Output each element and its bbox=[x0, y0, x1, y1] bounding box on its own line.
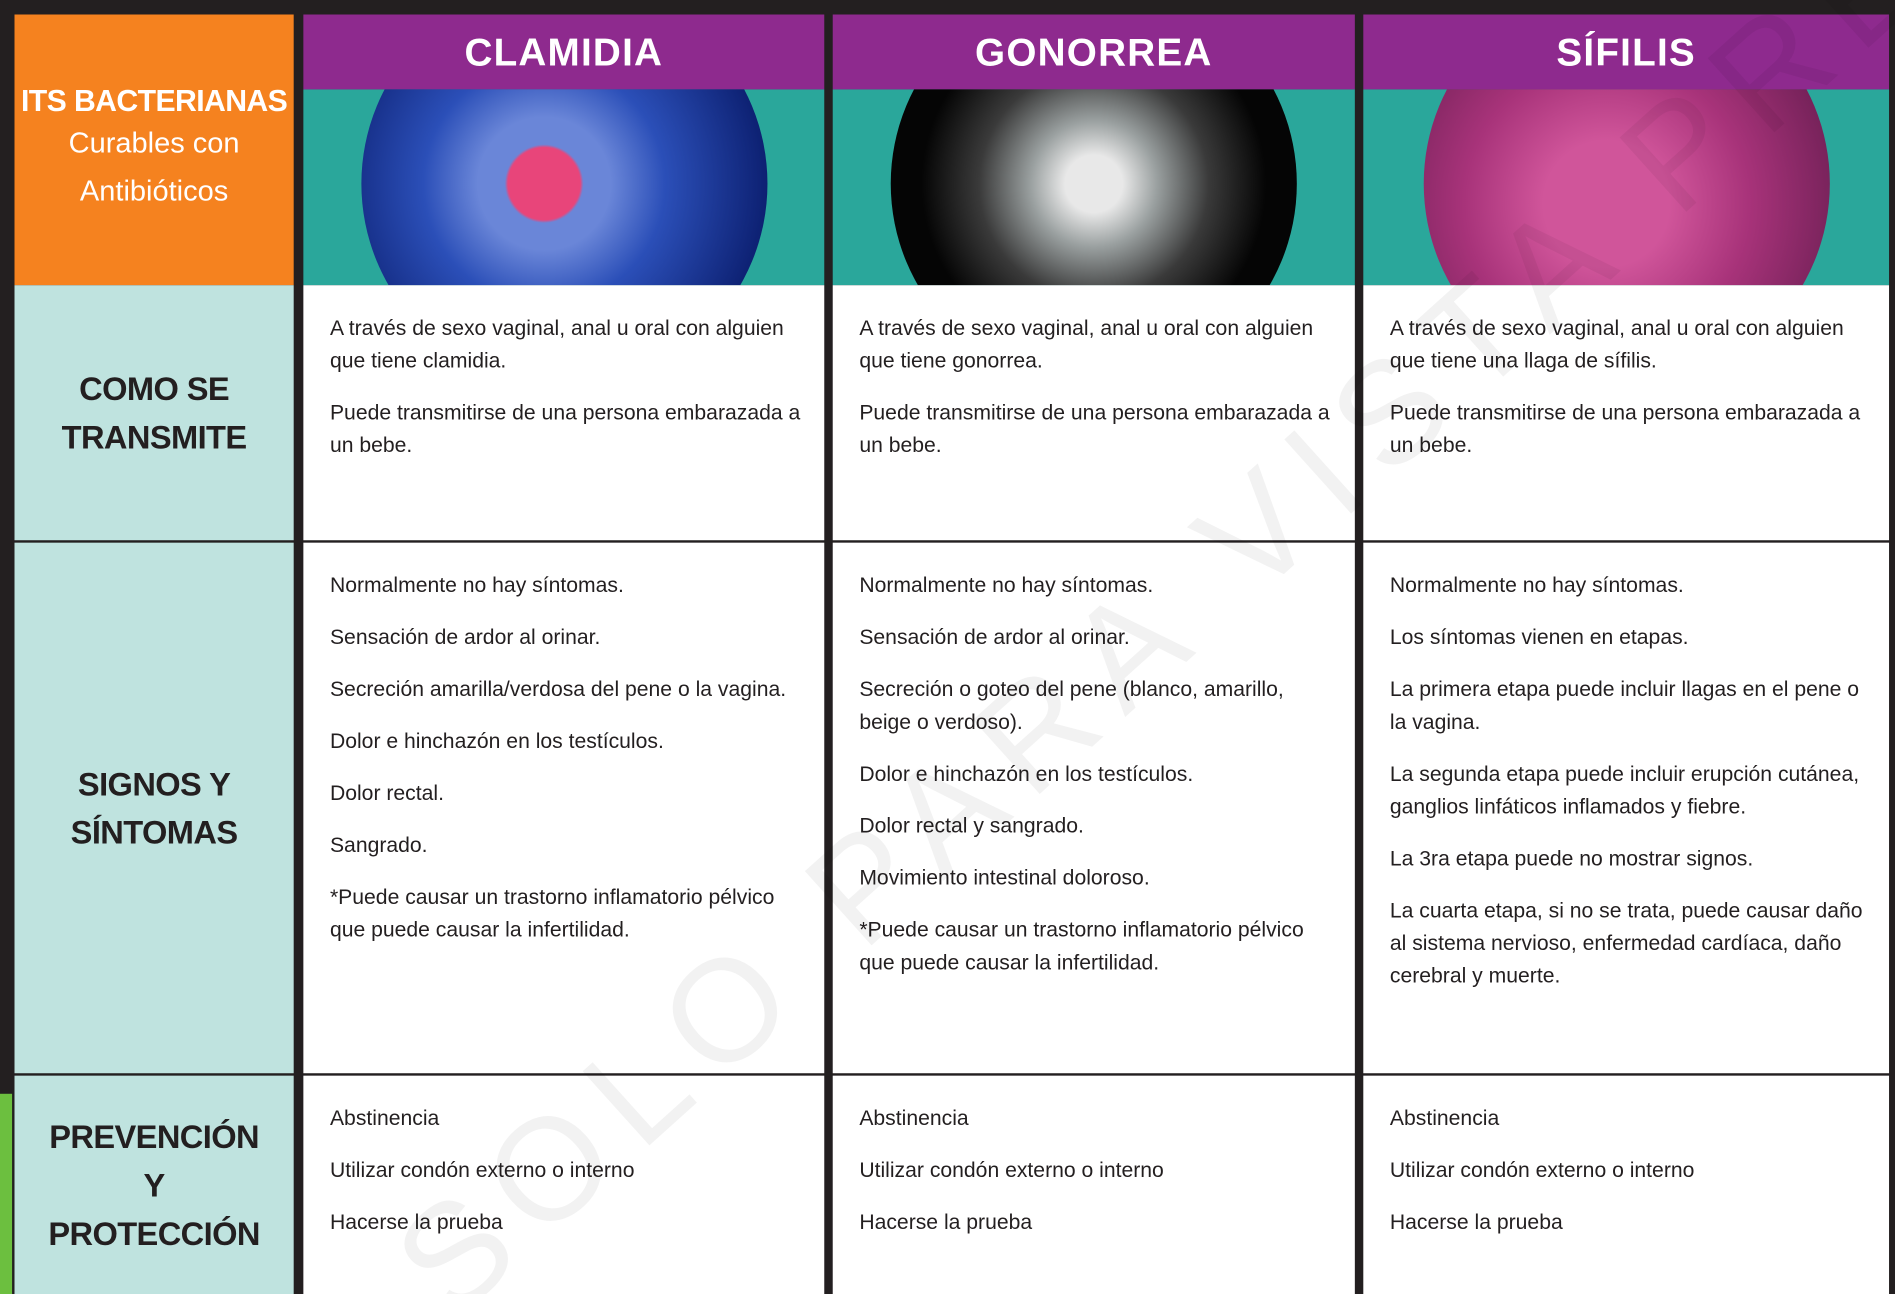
cell-text: Utilizar condón externo o interno bbox=[1389, 1157, 1695, 1183]
organism-image bbox=[1363, 89, 1890, 286]
organism-image bbox=[303, 89, 825, 286]
cell-text: Dolor rectal. bbox=[329, 780, 444, 805]
cell-text: Utilizar condón externo o interno bbox=[859, 1157, 1164, 1183]
cell: Normalmente no hay síntomas. Sensación de… bbox=[303, 542, 825, 1074]
row-label: SIGNOS Y SÍNTOMAS bbox=[14, 542, 294, 1074]
row-label: COMO SE TRANSMITE bbox=[14, 285, 294, 541]
organism-circle bbox=[890, 89, 1297, 286]
decor bbox=[0, 1093, 13, 1294]
column-header: SÍFILIS bbox=[1363, 14, 1890, 90]
cell-text: La cuarta etapa, si no se trata, puede c… bbox=[1389, 897, 1863, 988]
organism-image bbox=[832, 89, 1355, 286]
cell-text: Sangrado. bbox=[329, 832, 428, 857]
cell-text: A través de sexo vaginal, anal u oral co… bbox=[329, 315, 784, 373]
cell-text: Normalmente no hay síntomas. bbox=[1389, 572, 1684, 598]
cell-text: Abstinencia bbox=[1389, 1105, 1500, 1131]
organism-circle bbox=[1423, 89, 1830, 286]
cell-text: Hacerse la prueba bbox=[1389, 1209, 1563, 1234]
cell-text: Los síntomas vienen en etapas. bbox=[1389, 624, 1689, 650]
cell-text: Normalmente no hay síntomas. bbox=[859, 572, 1154, 598]
cell-text: *Puede causar un trastorno inflamatorio … bbox=[859, 917, 1304, 975]
cell-text: Puede transmitirse de una persona embara… bbox=[1389, 400, 1861, 457]
cell-text: Dolor e hinchazón en los testículos. bbox=[329, 728, 664, 753]
cell-text: Sensación de ardor al orinar. bbox=[859, 624, 1130, 650]
column-header: CLAMIDIA bbox=[303, 14, 825, 90]
cell-text: A través de sexo vaginal, anal u oral co… bbox=[859, 315, 1314, 373]
cell-text: Utilizar condón externo o interno bbox=[329, 1157, 635, 1183]
row-label: PREVENCIÓN Y PROTECCIÓN bbox=[14, 1075, 294, 1294]
title: ITS BACTERIANAS bbox=[20, 83, 288, 118]
cell-text: Hacerse la prueba bbox=[329, 1209, 503, 1234]
cell-text: Hacerse la prueba bbox=[859, 1209, 1033, 1234]
subtitle: Curables con Antibióticos bbox=[68, 126, 240, 208]
cell-text: A través de sexo vaginal, anal u oral co… bbox=[1389, 315, 1844, 373]
cell-text: La segunda etapa puede incluir erupción … bbox=[1389, 761, 1860, 819]
cell: A través de sexo vaginal, anal u oral co… bbox=[1363, 285, 1890, 541]
cell-text: *Puede causar un trastorno inflamatorio … bbox=[329, 884, 775, 942]
cell: Normalmente no hay síntomas. Los síntomas… bbox=[1363, 542, 1890, 1074]
cell-text: Dolor e hinchazón en los testículos. bbox=[859, 761, 1194, 786]
organism-circle bbox=[360, 89, 767, 286]
corner-header: ITS BACTERIANAS Curables con Antibiótico… bbox=[14, 14, 294, 286]
cell-text: Secreción amarilla/verdosa del pene o la… bbox=[329, 676, 787, 701]
cell-text: Puede transmitirse de una persona embara… bbox=[329, 400, 801, 457]
cell-text: Puede transmitirse de una persona embara… bbox=[859, 400, 1330, 457]
cell: Abstinencia Utilizar condón externo o int… bbox=[1363, 1075, 1890, 1294]
column-header: GONORREA bbox=[832, 14, 1355, 90]
cell: Abstinencia Utilizar condón externo o int… bbox=[832, 1075, 1355, 1294]
cell-text: La 3ra etapa puede no mostrar signos. bbox=[1389, 846, 1754, 871]
cell: Normalmente no hay síntomas. Sensación de… bbox=[832, 542, 1355, 1074]
cell-text: Normalmente no hay síntomas. bbox=[329, 572, 624, 598]
cell: A través de sexo vaginal, anal u oral co… bbox=[303, 285, 825, 541]
cell: Abstinencia Utilizar condón externo o int… bbox=[303, 1075, 825, 1294]
cell-text: Dolor rectal y sangrado. bbox=[859, 813, 1084, 838]
cell-text: Sensación de ardor al orinar. bbox=[329, 624, 601, 650]
cell-text: Secreción o goteo del pene (blanco, amar… bbox=[859, 676, 1284, 734]
cell-text: La primera etapa puede incluir llagas en… bbox=[1389, 676, 1860, 734]
cell: A través de sexo vaginal, anal u oral co… bbox=[832, 285, 1355, 541]
cell-text: Movimiento intestinal doloroso. bbox=[859, 865, 1150, 890]
cell-text: Abstinencia bbox=[859, 1105, 969, 1131]
cell-text: Abstinencia bbox=[329, 1105, 440, 1131]
